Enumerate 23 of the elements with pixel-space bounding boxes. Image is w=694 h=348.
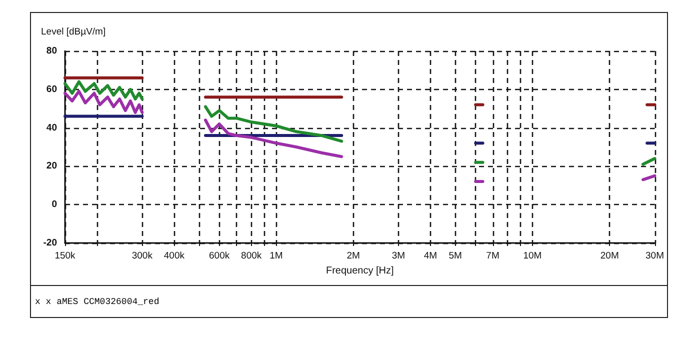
x-tick-label: 30M <box>646 250 664 262</box>
x-tick-label: 1M <box>270 250 283 262</box>
y-tick-label: -20 <box>43 238 57 248</box>
x-tick-label: 5M <box>448 250 462 262</box>
x-tick-label: 800k <box>241 250 262 262</box>
x-tick-label: 400k <box>164 250 185 262</box>
y-tick-label: 20 <box>46 160 57 172</box>
x-tick-label: 10M <box>523 250 542 262</box>
x-tick-label: 2M <box>346 250 360 262</box>
x-tick-label: 3M <box>392 250 406 262</box>
x-tick-label: 150k <box>54 250 76 262</box>
y-tick-label: 80 <box>46 46 57 56</box>
text: x x aMES CCM0326004_red <box>31 285 667 317</box>
x-tick-label: 20M <box>600 250 619 262</box>
y-tick-label: 0 <box>52 199 57 210</box>
x-tick-label: 300k <box>132 250 153 262</box>
y-axis-title: Level [dBµV/m] <box>41 26 106 38</box>
y-tick-label: 60 <box>46 84 57 95</box>
x-tick-label: 4M <box>424 250 438 262</box>
x-axis-title: Frequency [Hz] <box>326 265 394 276</box>
x-tick-label: 7M <box>486 250 500 262</box>
x-tick-label: 600k <box>209 250 230 262</box>
y-tick-label: 40 <box>46 122 57 134</box>
